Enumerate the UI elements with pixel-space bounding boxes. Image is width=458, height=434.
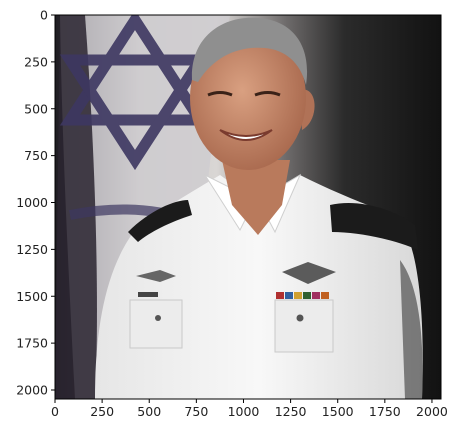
portrait-photo (55, 15, 441, 399)
y-tick-label: 0 (40, 8, 48, 23)
left-epaulette (128, 200, 192, 242)
y-tick-label: 1000 (16, 195, 48, 210)
y-tick-label: 1750 (16, 336, 48, 351)
smile (219, 129, 273, 141)
y-tick-label: 750 (24, 148, 48, 163)
x-tick-label: 2000 (416, 404, 448, 419)
name-tag (138, 292, 158, 297)
pilot-wings-badge-left (136, 270, 176, 282)
y-tick-label: 500 (24, 101, 48, 116)
x-tick-label: 1000 (228, 404, 260, 419)
eyes (207, 91, 281, 97)
x-tick-label: 1500 (322, 404, 354, 419)
face (190, 26, 306, 170)
x-tick-label: 750 (184, 404, 208, 419)
x-tick-label: 1750 (369, 404, 401, 419)
x-tick-label: 250 (90, 404, 114, 419)
neck (222, 160, 290, 235)
flag-fold-shadow (55, 15, 97, 399)
hair (191, 17, 308, 85)
x-tick-label: 0 (51, 404, 59, 419)
pocket-button-right (296, 314, 304, 322)
y-tick-label: 250 (24, 54, 48, 69)
x-tick-label: 500 (137, 404, 161, 419)
y-axis: 0 250 500 750 1000 1250 1500 1750 2000 (16, 8, 55, 398)
y-tick-label: 1500 (16, 289, 48, 304)
ribbon-bar (276, 292, 329, 299)
pilot-wings-badge-right (282, 262, 336, 284)
x-tick-label: 1250 (275, 404, 307, 419)
y-tick-label: 1250 (16, 242, 48, 257)
x-axis: 0 250 500 750 1000 1250 1500 1750 2000 (51, 399, 448, 419)
right-pocket (274, 299, 334, 353)
star-of-david-icon (59, 15, 211, 171)
axes-frame (54, 14, 442, 400)
right-sleeve-shadow (400, 260, 423, 399)
left-pocket (129, 299, 183, 349)
y-tick-label: 2000 (16, 383, 48, 398)
right-epaulette (330, 202, 418, 250)
pocket-button-left (155, 315, 161, 321)
